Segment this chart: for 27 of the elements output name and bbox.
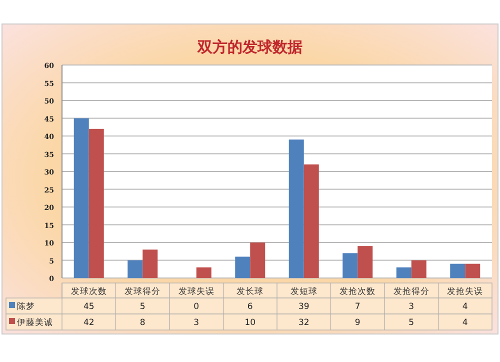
x-tick-label: 发长球 [236, 286, 264, 297]
data-label: 3 [408, 302, 414, 312]
data-label: 10 [244, 318, 256, 328]
x-tick-label: 发球次数 [70, 286, 107, 297]
data-label: 8 [140, 318, 146, 328]
data-label: 9 [354, 318, 360, 328]
data-label: 7 [354, 302, 360, 312]
data-label: 0 [194, 302, 200, 312]
data-label: 4 [462, 318, 468, 328]
data-label: 4 [462, 302, 468, 312]
data-label: 42 [83, 318, 94, 328]
data-label: 6 [247, 302, 253, 312]
x-tick-label: 发球失误 [178, 286, 214, 297]
data-label: 39 [298, 302, 310, 312]
data-label: 5 [408, 318, 414, 328]
legend-label: 陈梦 [17, 301, 35, 312]
title: 双方的发球数据 [198, 38, 302, 56]
legend-label: 伊藤美诚 [17, 317, 53, 328]
x-tick-label: 发抢失误 [447, 286, 484, 297]
x-tick-label: 发抢次数 [340, 286, 376, 297]
x-tick-label: 发球得分 [124, 286, 161, 297]
x-tick-label: 发短球 [290, 286, 318, 297]
data-label: 3 [194, 318, 200, 328]
data-label: 5 [140, 302, 146, 312]
data-label: 45 [83, 302, 94, 312]
x-tick-label: 发抢得分 [393, 286, 430, 297]
data-label: 32 [298, 318, 310, 328]
